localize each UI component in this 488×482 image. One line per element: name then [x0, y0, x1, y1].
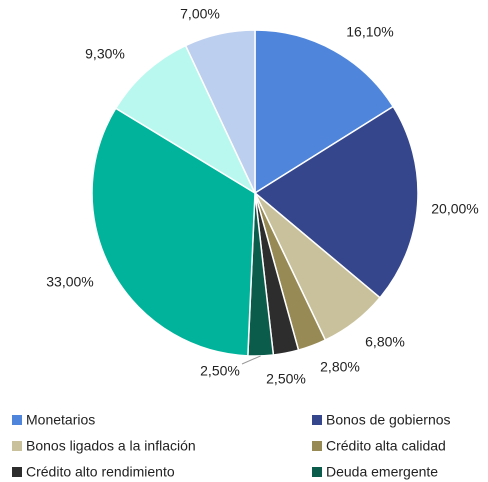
legend-swatch	[312, 415, 322, 425]
legend-swatch	[312, 441, 322, 451]
legend-swatch	[12, 441, 22, 451]
pie-slice	[254, 29, 395, 195]
leader-line	[241, 355, 261, 365]
data-label: 9,30%	[85, 46, 125, 62]
legend-label: Bonos de gobiernos	[326, 412, 451, 428]
pie-slice	[253, 105, 419, 299]
data-label: 2,50%	[200, 363, 240, 379]
legend-label: Crédito alta calidad	[326, 438, 446, 454]
legend-label: Bonos ligados a la inflación	[26, 438, 196, 454]
data-label: 20,00%	[431, 201, 478, 217]
pie-slice	[91, 107, 256, 357]
data-label: 7,00%	[180, 6, 220, 22]
pie-slice	[114, 44, 257, 195]
legend-label: Deuda emergente	[326, 464, 438, 480]
data-label: 2,50%	[266, 371, 306, 387]
data-label: 6,80%	[365, 334, 405, 350]
data-label: 16,10%	[346, 24, 393, 40]
legend-label: Monetarios	[26, 412, 95, 428]
data-label: 33,00%	[46, 274, 93, 290]
legend-swatch	[12, 415, 22, 425]
pie-slice	[184, 29, 256, 194]
data-label: 2,80%	[320, 359, 360, 375]
legend-swatch	[12, 467, 22, 477]
legend-swatch	[312, 467, 322, 477]
legend-label: Crédito alto rendimiento	[26, 464, 175, 480]
